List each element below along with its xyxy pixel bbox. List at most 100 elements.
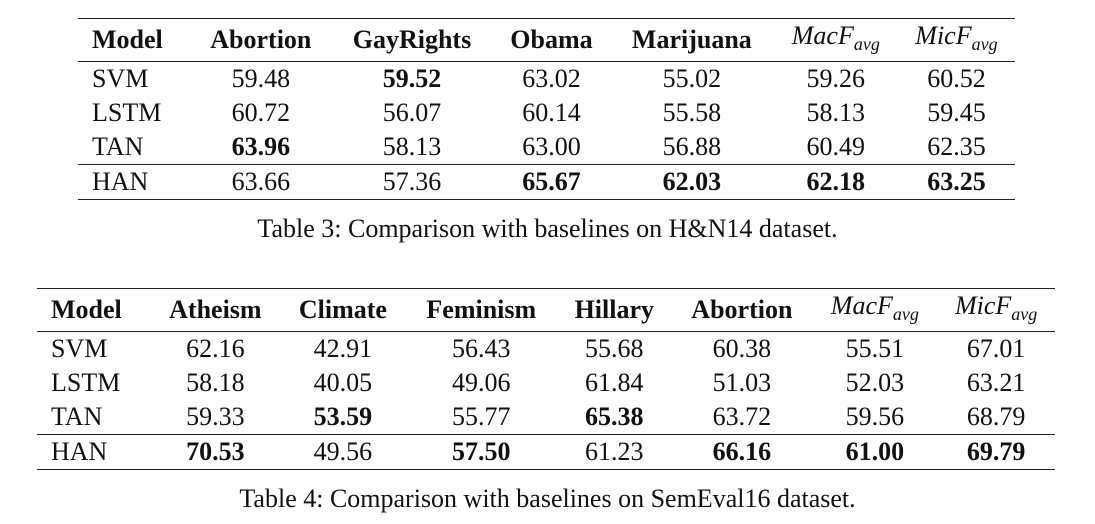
math-header-subscript: avg — [971, 34, 998, 54]
score-cell: 69.79 — [966, 437, 1026, 466]
column-header: Abortion — [210, 25, 312, 54]
table-3: Model Abortion GayRights Obama Marijuana MacF… — [78, 18, 1015, 200]
score-cell: 62.03 — [662, 167, 722, 196]
score-cell: 56.07 — [382, 98, 442, 127]
table-row: HAN 63.66 57.36 65.67 62.03 62.18 63.25 — [78, 164, 1015, 200]
score-cell: 62.16 — [186, 334, 245, 363]
table-row: SVM 59.48 59.52 63.02 55.02 59.26 60.52 — [78, 62, 1015, 97]
math-header-subscript: avg — [853, 34, 880, 54]
score-cell: 60.72 — [231, 98, 291, 127]
table-row: LSTM 60.72 56.07 60.14 55.58 58.13 59.45 — [78, 96, 1015, 130]
math-header-subscript: avg — [892, 304, 919, 324]
model-name-cell: SVM — [92, 64, 149, 93]
score-cell: 63.21 — [966, 368, 1026, 397]
score-cell: 63.00 — [522, 132, 581, 161]
score-cell: 53.59 — [313, 402, 373, 431]
score-cell: 49.56 — [313, 437, 373, 466]
math-column-header: MicFavg — [937, 289, 1055, 332]
score-cell: 55.58 — [662, 98, 722, 127]
table-row: TAN 59.33 53.59 55.77 65.38 63.72 59.56 68.79 — [37, 400, 1055, 435]
math-column-header: MacFavg — [774, 19, 898, 62]
column-header: Climate — [298, 295, 387, 324]
score-cell: 55.02 — [662, 64, 722, 93]
score-cell: 63.02 — [522, 64, 581, 93]
score-cell: 57.50 — [452, 437, 511, 466]
table-row: SVM 62.16 42.91 56.43 55.68 60.38 55.51 67.01 — [37, 332, 1055, 367]
score-cell: 62.18 — [806, 167, 866, 196]
score-cell: 63.25 — [927, 167, 986, 196]
score-cell: 56.88 — [662, 132, 722, 161]
score-cell: 59.52 — [382, 64, 442, 93]
column-header: Atheism — [169, 295, 262, 324]
score-cell: 60.14 — [522, 98, 581, 127]
column-header: Obama — [510, 25, 593, 54]
column-header: Model — [92, 25, 163, 54]
score-cell: 49.06 — [452, 368, 511, 397]
score-cell: 42.91 — [313, 334, 373, 363]
score-cell: 63.72 — [712, 402, 772, 431]
math-column-header: MacFavg — [812, 289, 937, 332]
score-cell: 65.67 — [522, 167, 581, 196]
table-4: Model Atheism Climate Feminism Hillary Aborti… — [37, 288, 1055, 470]
math-header-subscript: avg — [1011, 304, 1038, 324]
score-cell: 59.26 — [806, 64, 866, 93]
table-row: LSTM 58.18 40.05 49.06 61.84 51.03 52.03 63.21 — [37, 366, 1055, 400]
math-header-base: MacF — [830, 291, 893, 320]
column-header: Feminism — [426, 295, 537, 324]
score-cell: 61.23 — [585, 437, 644, 466]
table-3-header-row: Model Abortion GayRights Obama Marijuana MacF… — [78, 18, 1015, 62]
score-cell: 65.38 — [585, 402, 644, 431]
table-row: HAN 70.53 49.56 57.50 61.23 66.16 61.00 69.79 — [37, 434, 1055, 470]
score-cell: 58.13 — [382, 132, 442, 161]
score-cell: 58.18 — [186, 368, 245, 397]
model-name-cell: SVM — [51, 334, 108, 363]
column-header: Hillary — [574, 295, 654, 324]
math-column-header: MicFavg — [898, 19, 1015, 62]
score-cell: 60.52 — [927, 64, 986, 93]
score-cell: 63.66 — [231, 167, 291, 196]
table-4-grid: Model Atheism Climate Feminism Hillary Aborti… — [37, 288, 1055, 470]
score-cell: 59.48 — [231, 64, 291, 93]
table-3-caption: Table 3: Comparison with baselines on H&… — [257, 214, 838, 243]
column-header: GayRights — [352, 25, 472, 54]
score-cell: 56.43 — [452, 334, 511, 363]
column-header: Model — [51, 295, 122, 324]
math-header-base: MicF — [915, 21, 972, 50]
table-4-caption: Table 4: Comparison with baselines on Se… — [239, 484, 856, 513]
score-cell: 62.35 — [927, 132, 986, 161]
score-cell: 67.01 — [966, 334, 1026, 363]
math-header-base: MacF — [791, 21, 854, 50]
model-name-cell: HAN — [92, 167, 149, 196]
score-cell: 40.05 — [313, 368, 373, 397]
score-cell: 59.56 — [845, 402, 905, 431]
score-cell: 63.96 — [231, 132, 291, 161]
model-name-cell: TAN — [51, 402, 103, 431]
column-header: Marijuana — [631, 25, 752, 54]
score-cell: 57.36 — [382, 167, 442, 196]
model-name-cell: HAN — [51, 437, 108, 466]
score-cell: 66.16 — [712, 437, 772, 466]
score-cell: 70.53 — [186, 437, 245, 466]
score-cell: 51.03 — [712, 368, 772, 397]
score-cell: 68.79 — [966, 402, 1026, 431]
score-cell: 60.38 — [712, 334, 772, 363]
table-4-body: SVM 62.16 42.91 56.43 55.68 60.38 55.51 67.01 LS… — [37, 332, 1055, 470]
score-cell: 60.49 — [806, 132, 866, 161]
score-cell: 55.77 — [452, 402, 511, 431]
model-name-cell: TAN — [92, 132, 144, 161]
score-cell: 59.45 — [927, 98, 986, 127]
score-cell: 61.84 — [585, 368, 644, 397]
math-header-base: MicF — [954, 291, 1012, 320]
score-cell: 55.51 — [845, 334, 905, 363]
table-3-grid: Model Abortion GayRights Obama Marijuana MacF… — [78, 18, 1015, 200]
column-header: Abortion — [691, 295, 793, 324]
score-cell: 61.00 — [845, 437, 905, 466]
score-cell: 59.33 — [186, 402, 245, 431]
model-name-cell: LSTM — [51, 368, 121, 397]
table-4-header-row: Model Atheism Climate Feminism Hillary Aborti… — [37, 288, 1055, 332]
score-cell: 55.68 — [585, 334, 644, 363]
model-name-cell: LSTM — [92, 98, 162, 127]
score-cell: 58.13 — [806, 98, 866, 127]
table-3-body: SVM 59.48 59.52 63.02 55.02 59.26 60.52 LSTM 60.… — [78, 62, 1015, 200]
score-cell: 52.03 — [845, 368, 905, 397]
